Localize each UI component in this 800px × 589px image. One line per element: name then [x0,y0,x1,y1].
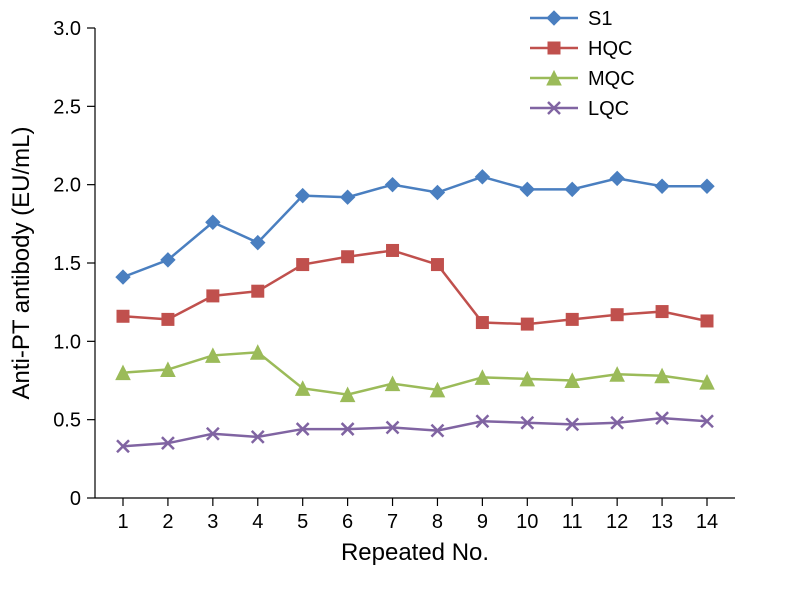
line-chart: 00.51.01.52.02.53.01234567891011121314Re… [0,0,800,589]
y-axis-title: Anti-PT antibody (EU/mL) [8,127,35,400]
y-tick-label: 0 [70,488,81,510]
x-tick-label: 8 [432,511,443,533]
x-tick-label: 11 [562,511,583,533]
x-tick-label: 1 [117,511,128,533]
y-tick-label: 2.5 [53,96,81,118]
series-LQC [117,412,713,452]
x-tick-label: 14 [696,511,718,533]
x-tick-label: 2 [162,511,173,533]
chart-container: 00.51.01.52.02.53.01234567891011121314Re… [0,0,800,589]
y-tick-label: 1.5 [53,253,81,275]
y-tick-label: 1.0 [53,331,81,353]
y-tick-label: 3.0 [53,18,81,40]
legend-label: MQC [588,68,635,90]
x-tick-label: 4 [252,511,263,533]
legend-label: S1 [588,8,612,30]
legend-item-S1: S1 [530,8,612,30]
series-S1 [116,170,714,284]
x-tick-label: 9 [477,511,488,533]
x-axis-title: Repeated No. [341,539,489,566]
legend-label: LQC [588,98,629,120]
series-HQC [117,244,713,330]
x-tick-label: 10 [516,511,538,533]
legend-item-HQC: HQC [530,38,632,60]
y-tick-label: 2.0 [53,175,81,197]
x-tick-label: 13 [651,511,673,533]
x-tick-label: 12 [606,511,628,533]
legend-label: HQC [588,38,632,60]
legend-item-LQC: LQC [530,98,629,120]
x-tick-label: 3 [207,511,218,533]
x-tick-label: 6 [342,511,353,533]
series-MQC [116,345,714,401]
x-tick-label: 5 [297,511,308,533]
y-tick-label: 0.5 [53,410,81,432]
x-tick-label: 7 [387,511,398,533]
legend-item-MQC: MQC [530,68,635,90]
